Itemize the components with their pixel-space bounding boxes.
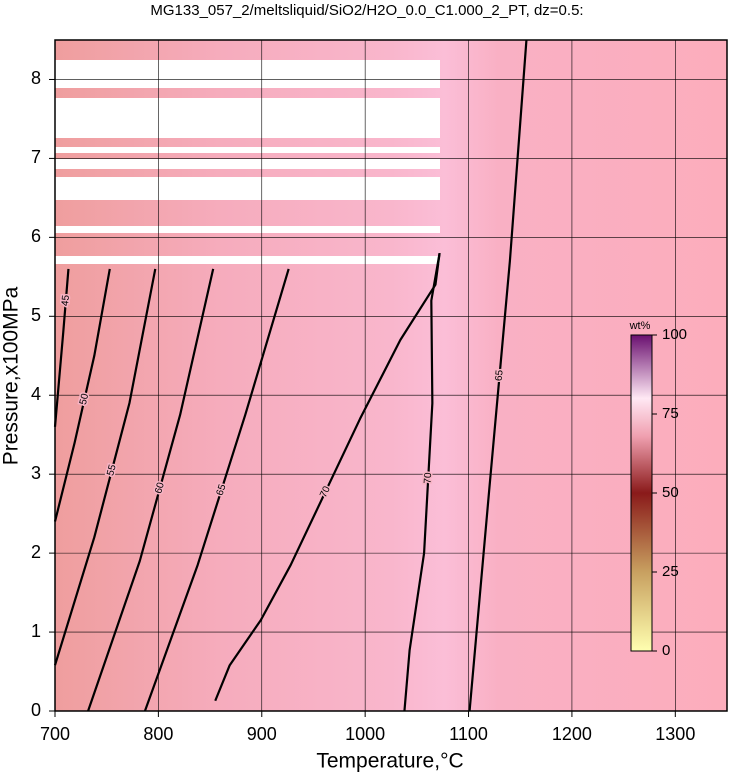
x-tick-label: 1100 bbox=[449, 724, 488, 744]
contour-line bbox=[214, 252, 441, 702]
contour-line bbox=[468, 39, 528, 712]
contour-line bbox=[53, 268, 157, 666]
contour-label: 70 bbox=[423, 472, 435, 484]
y-axis-label: Pressure,x100MPa bbox=[0, 286, 23, 465]
x-tick-label: 1000 bbox=[345, 724, 385, 744]
y-tick-label: 3 bbox=[31, 463, 41, 483]
plot-background bbox=[55, 40, 727, 711]
y-tick-label: 0 bbox=[31, 700, 41, 720]
contour-line bbox=[53, 268, 70, 427]
y-tick-label: 7 bbox=[31, 147, 41, 167]
colorbar-tick-label: 0 bbox=[662, 642, 670, 659]
contour-label: 60 bbox=[153, 481, 167, 495]
contour-line bbox=[403, 252, 441, 712]
missing-data bbox=[55, 60, 440, 264]
x-tick-label: 900 bbox=[247, 724, 277, 744]
colorbar bbox=[630, 334, 653, 652]
y-tick-label: 8 bbox=[31, 68, 41, 88]
chart-title: MG133_057_2/meltsliquid/SiO2/H2O_0.0_C1.… bbox=[150, 2, 583, 19]
contour-label: 65 bbox=[494, 369, 506, 382]
plot-frame bbox=[54, 39, 728, 712]
contour-line bbox=[143, 268, 290, 712]
y-tick-label: 1 bbox=[31, 621, 41, 641]
x-tick-label: 800 bbox=[143, 724, 173, 744]
contour-line bbox=[87, 268, 215, 712]
y-tick-label: 6 bbox=[31, 226, 41, 246]
y-tick-label: 4 bbox=[31, 384, 41, 404]
y-tick-label: 2 bbox=[31, 542, 41, 562]
y-tick-label: 5 bbox=[31, 305, 41, 325]
grid bbox=[54, 40, 727, 712]
colorbar-label: wt% bbox=[629, 320, 651, 332]
contour-line bbox=[53, 268, 111, 522]
x-tick-label: 1200 bbox=[552, 724, 592, 744]
contour-label: 45 bbox=[60, 294, 72, 306]
contour-label: 55 bbox=[105, 463, 119, 477]
colorbar-tick-label: 25 bbox=[662, 563, 679, 580]
x-tick-label: 1300 bbox=[655, 724, 695, 744]
x-tick-label: 700 bbox=[40, 724, 70, 744]
colorbar-tick-label: 75 bbox=[662, 405, 679, 422]
colorbar-tick-label: 50 bbox=[662, 484, 679, 501]
contour-label: 50 bbox=[78, 392, 91, 406]
x-axis-label: Temperature,°C bbox=[316, 750, 463, 773]
colorbar-tick-label: 100 bbox=[662, 326, 687, 343]
